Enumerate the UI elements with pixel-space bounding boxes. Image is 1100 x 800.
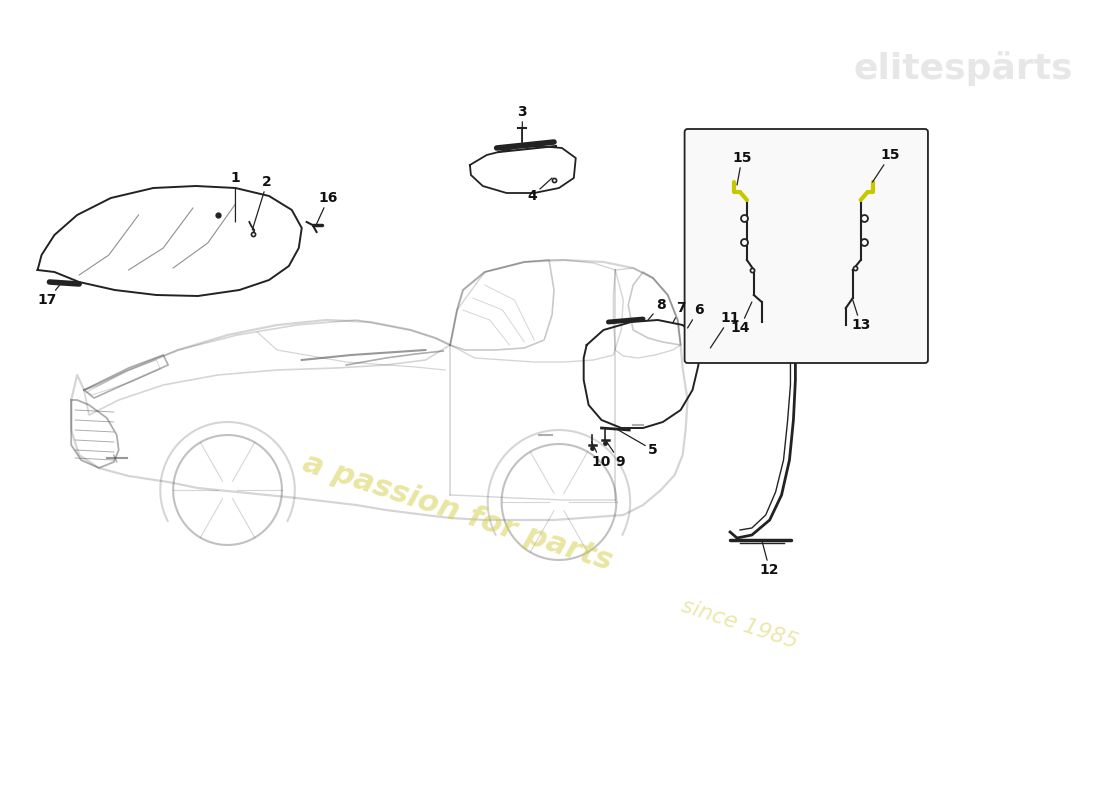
Text: 4: 4 [527, 178, 552, 203]
Text: 13: 13 [851, 300, 870, 332]
Text: 15: 15 [872, 148, 900, 182]
Text: 14: 14 [730, 302, 752, 335]
Text: a passion for parts: a passion for parts [298, 448, 616, 576]
Text: 9: 9 [605, 440, 625, 469]
FancyBboxPatch shape [684, 129, 928, 363]
Text: 10: 10 [592, 442, 612, 469]
Text: 1: 1 [231, 171, 240, 222]
Text: elitespärts: elitespärts [854, 50, 1072, 86]
Text: 17: 17 [37, 283, 62, 307]
Text: 12: 12 [760, 540, 780, 577]
Text: 16: 16 [317, 191, 338, 224]
Text: since 1985: since 1985 [679, 596, 801, 652]
Text: 5: 5 [618, 430, 658, 457]
Text: 11: 11 [711, 311, 740, 348]
Text: 3: 3 [517, 105, 527, 142]
Text: 15: 15 [733, 151, 751, 185]
Text: 8: 8 [648, 298, 666, 320]
Text: 6: 6 [688, 303, 703, 328]
Text: 2: 2 [252, 175, 272, 230]
Text: 7: 7 [673, 301, 685, 323]
